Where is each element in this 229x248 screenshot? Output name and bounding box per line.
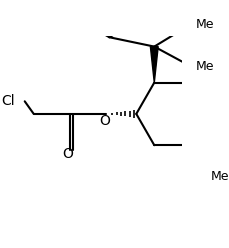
Text: Cl: Cl [1,94,15,108]
Text: Me: Me [210,170,229,183]
Text: Me: Me [195,60,213,73]
Text: O: O [99,114,110,128]
Text: O: O [62,147,73,161]
Polygon shape [150,47,158,83]
Text: Me: Me [195,18,213,31]
